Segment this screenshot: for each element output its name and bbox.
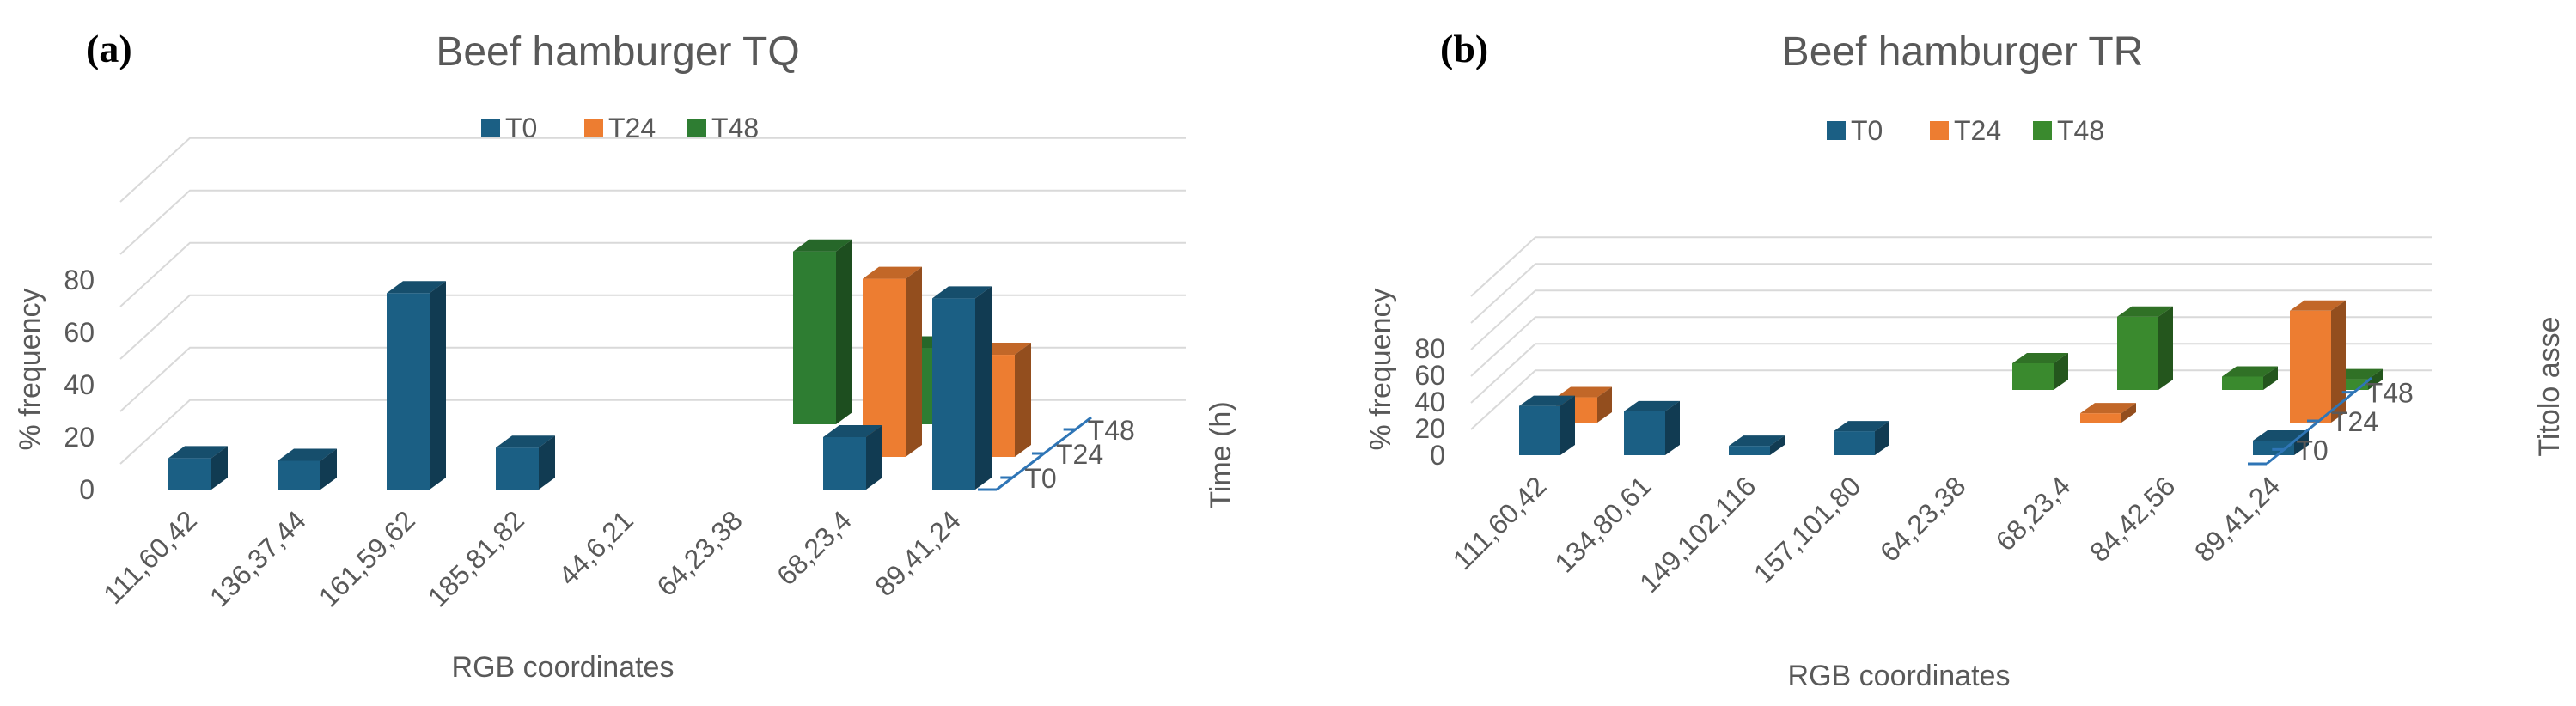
chart-panel-b: (b) Beef hamburger TR T0 T24 T48 020406080… [1364,27,2566,692]
bar [278,448,337,490]
x-tick-label: 111,60,42 [97,504,203,610]
depth-tick-label: T0 [2296,435,2328,466]
bar [387,281,446,490]
panel-label: (b) [1440,27,1488,70]
x-tick-label: 89,41,24 [869,504,967,602]
legend-swatch [481,119,500,137]
y-tick-label: 20 [1414,413,1445,444]
legend-swatch [584,119,603,137]
depth-axis-label: Titolo asse [2533,316,2566,456]
gridline [119,399,1186,465]
legend-swatch [687,119,706,137]
x-tick-label: 185,81,82 [422,504,530,612]
gridline [1470,289,2432,350]
bar [2012,353,2068,390]
x-tick-label: 161,59,62 [313,504,421,612]
depth-axis-label: Time (h) [1205,401,1237,508]
depth-tick-label: T48 [1088,415,1135,446]
depth-tick-label: T24 [1056,439,1103,470]
gridline [1470,343,2432,404]
legend-swatch [1827,121,1846,140]
bar [2253,429,2309,455]
bar [1834,421,1889,455]
bars [168,239,1031,490]
x-tick-label: 68,23,4 [1990,470,2077,557]
y-axis-ticks: 0 20 40 60 80 [64,265,95,505]
legend-label: T24 [1954,115,2001,146]
x-tick-label: 111,60,42 [1447,470,1553,575]
bar [793,239,852,424]
y-tick-label: 80 [1414,333,1445,364]
bar [2117,306,2173,390]
bar [168,446,228,490]
bar [1519,395,1575,455]
bar [823,425,882,490]
bar [496,435,555,490]
bar [1624,400,1680,455]
bar [2080,403,2136,423]
gridlines [119,137,1186,465]
chart-title: Beef hamburger TR [1782,29,2144,75]
y-tick-label: 80 [64,265,95,295]
bar [2222,366,2278,390]
chart-title: Beef hamburger TQ [436,29,799,75]
y-tick-label: 0 [79,474,95,505]
bar [932,286,992,490]
y-tick-label: 40 [1414,386,1445,417]
gridlines [1470,236,2432,430]
x-tick-label: 134,80,61 [1548,470,1657,578]
x-tick-label: 64,23,38 [1874,470,1972,568]
panel-label: (a) [86,27,132,70]
gridline [1470,263,2432,324]
x-tick-label: 68,23,4 [771,504,858,591]
y-axis-label: % frequency [1364,289,1397,451]
y-tick-label: 60 [1414,360,1445,391]
x-tick-label: 157,101,80 [1748,470,1867,589]
depth-tick-label: T24 [2331,406,2378,437]
gridline [119,137,1186,203]
y-tick-label: 40 [64,369,95,400]
legend: T0 T24 T48 [1827,115,2104,146]
y-tick-label: 20 [64,422,95,453]
y-axis-label: % frequency [14,289,46,451]
gridline [119,189,1186,255]
x-tick-label: 89,41,24 [2188,470,2286,568]
x-axis-label: RGB coordinates [1788,660,2011,692]
y-tick-label: 60 [64,317,95,348]
x-tick-label: 84,42,56 [2084,470,2182,568]
gridline [119,294,1186,360]
x-tick-label: 44,6,21 [552,504,639,591]
legend-swatch [1930,121,1949,140]
gridline [119,346,1186,412]
depth-tick-label: T48 [2366,378,2414,409]
chart-panel-a: (a) Beef hamburger TQ T0 T24 T48 0 20 40 60 80… [14,27,1237,684]
x-tick-label: 136,37,44 [204,504,312,612]
legend-swatch [2033,121,2052,140]
gridline [1470,236,2432,297]
depth-tick-label: T0 [1024,463,1056,494]
gridline [119,241,1186,307]
legend-label: T0 [1851,115,1883,146]
legend-label: T48 [2057,115,2104,146]
gridline [1470,316,2432,377]
x-axis-label: RGB coordinates [452,651,675,684]
bars [1519,300,2383,455]
x-tick-label: 64,23,38 [650,504,748,602]
x-axis-ticks: 111,60,42 136,37,44 161,59,62 185,81,82 44,6… [97,504,967,612]
gridline [1470,369,2432,430]
bar [1729,435,1785,455]
y-tick-label: 0 [1430,440,1445,471]
